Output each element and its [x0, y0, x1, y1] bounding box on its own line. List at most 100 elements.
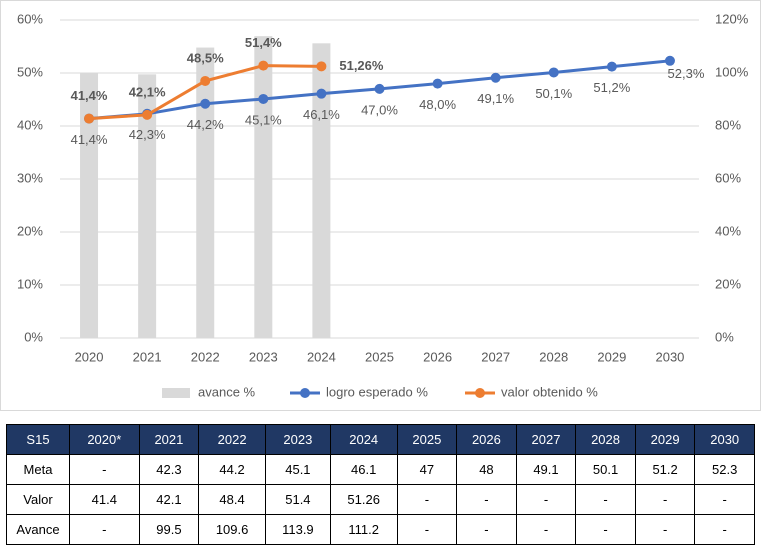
bar — [312, 43, 331, 338]
bar — [138, 74, 157, 338]
data-label: 48,5% — [187, 50, 224, 65]
header-cell: 2025 — [396, 424, 458, 455]
y-tick-label: 0% — [24, 329, 43, 344]
table-cell: - — [456, 484, 517, 515]
x-tick-label: 2030 — [655, 349, 684, 364]
data-label: 50,1% — [535, 86, 572, 101]
data-table: S15 2020* 2021 2022 2023 2024 2025 2026 2027 2028… — [6, 424, 755, 545]
legend-label: avance % — [198, 384, 256, 399]
table-cell: 51.26 — [329, 484, 398, 515]
data-label: 51,26% — [339, 58, 384, 73]
legend-label: valor obtenido % — [501, 384, 598, 399]
table-cell: 46.1 — [329, 454, 398, 485]
table-cell: - — [694, 514, 755, 545]
x-tick-label: 2026 — [423, 349, 452, 364]
y2-tick-label: 0% — [715, 329, 734, 344]
table-cell: - — [515, 514, 577, 545]
x-tick-label: 2020 — [75, 349, 104, 364]
header-cell: 2030 — [694, 424, 755, 455]
table-cell: - — [575, 514, 636, 545]
header-cell: 2020* — [69, 424, 140, 455]
table-cell: - — [575, 484, 636, 515]
marker — [432, 78, 443, 89]
header-cell: S15 — [6, 424, 70, 455]
y-tick-label: 60% — [17, 11, 43, 26]
marker — [84, 113, 95, 124]
table-cell: 109.6 — [198, 514, 266, 545]
header-cell: 2024 — [329, 424, 398, 455]
marker — [548, 67, 559, 78]
x-tick-label: 2024 — [307, 349, 336, 364]
marker — [142, 109, 153, 120]
y-tick-label: 20% — [17, 223, 43, 238]
y2-tick-label: 100% — [715, 64, 749, 79]
header-cell: 2027 — [515, 424, 577, 455]
table-cell: 42.3 — [138, 454, 200, 485]
data-label: 47,0% — [361, 102, 398, 117]
table-cell: 47 — [396, 454, 458, 485]
legend-marker — [475, 388, 485, 398]
header-cell: 2026 — [456, 424, 517, 455]
table-cell: - — [694, 484, 755, 515]
marker — [258, 93, 269, 104]
table-cell: - — [396, 484, 458, 515]
y-tick-label: 40% — [17, 117, 43, 132]
table-cell: 48.4 — [198, 484, 266, 515]
y-tick-label: 30% — [17, 170, 43, 185]
y-tick-label: 10% — [17, 276, 43, 291]
marker — [606, 61, 617, 72]
data-label: 49,1% — [477, 91, 514, 106]
y-tick-label: 50% — [17, 64, 43, 79]
table-cell: 111.2 — [329, 514, 398, 545]
table-cell: 50.1 — [575, 454, 636, 485]
x-tick-label: 2023 — [249, 349, 278, 364]
table-cell: 45.1 — [264, 454, 331, 485]
data-label: 45,1% — [245, 112, 282, 127]
table-cell: 42.1 — [138, 484, 200, 515]
marker — [258, 60, 269, 71]
table-cell: - — [456, 514, 517, 545]
table-row: Avance -99.5 109.6 113.9 111.2- - - - - - — [6, 514, 755, 545]
y2-tick-label: 60% — [715, 170, 741, 185]
table-cell: 44.2 — [198, 454, 266, 485]
y2-tick-label: 20% — [715, 276, 741, 291]
table-cell: Valor — [6, 484, 70, 515]
x-tick-label: 2022 — [191, 349, 220, 364]
marker — [490, 72, 501, 83]
table-cell: Avance — [6, 514, 70, 545]
legend-marker — [300, 388, 310, 398]
y2-tick-label: 120% — [715, 11, 749, 26]
table-cell: - — [69, 454, 140, 485]
header-cell: 2021 — [138, 424, 200, 455]
table-cell: 52.3 — [694, 454, 755, 485]
table-header: S15 2020* 2021 2022 2023 2024 2025 2026 2027 2028… — [6, 424, 755, 455]
bar — [196, 47, 215, 339]
marker — [316, 88, 327, 99]
data-label: 41,4% — [71, 132, 108, 147]
marker — [200, 98, 211, 109]
table-cell: 51.4 — [264, 484, 331, 515]
x-tick-label: 2021 — [133, 349, 162, 364]
y2-tick-label: 40% — [715, 223, 741, 238]
header-cell: 2022 — [198, 424, 266, 455]
table-cell: - — [69, 514, 140, 545]
legend-swatch — [162, 388, 190, 398]
data-label: 41,4% — [71, 88, 108, 103]
table-cell: - — [515, 484, 577, 515]
header-cell: 2023 — [264, 424, 331, 455]
data-label: 46,1% — [303, 107, 340, 122]
table-cell: 113.9 — [264, 514, 331, 545]
data-label: 51,4% — [245, 35, 282, 50]
x-tick-label: 2028 — [539, 349, 568, 364]
table-cell: 49.1 — [515, 454, 577, 485]
table-cell: - — [634, 484, 696, 515]
table-cell: - — [396, 514, 458, 545]
chart: 0% 10% 20% 30% 40% 50% 60% 0% 20% 40% 60% 80% 100% 12… — [0, 0, 761, 411]
bar — [80, 73, 99, 338]
table-cell: Meta — [6, 454, 70, 485]
marker — [200, 75, 211, 86]
data-label: 51,2% — [593, 80, 630, 95]
table-cell: 41.4 — [69, 484, 140, 515]
bar — [254, 36, 273, 338]
